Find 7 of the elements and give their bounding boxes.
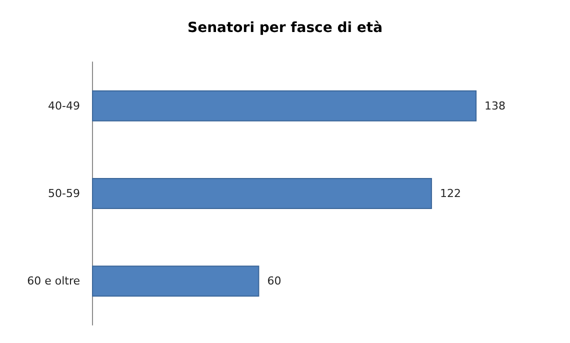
chart-title: Senatori per fasce di età (187, 20, 383, 36)
data-label: 138 (484, 99, 506, 112)
data-label: 60 (267, 274, 282, 288)
y-tick-label: 60 e oltre (27, 274, 80, 288)
y-tick-label: 50-59 (48, 187, 80, 200)
y-tick-label: 40-49 (48, 99, 80, 112)
data-label: 122 (440, 187, 461, 200)
